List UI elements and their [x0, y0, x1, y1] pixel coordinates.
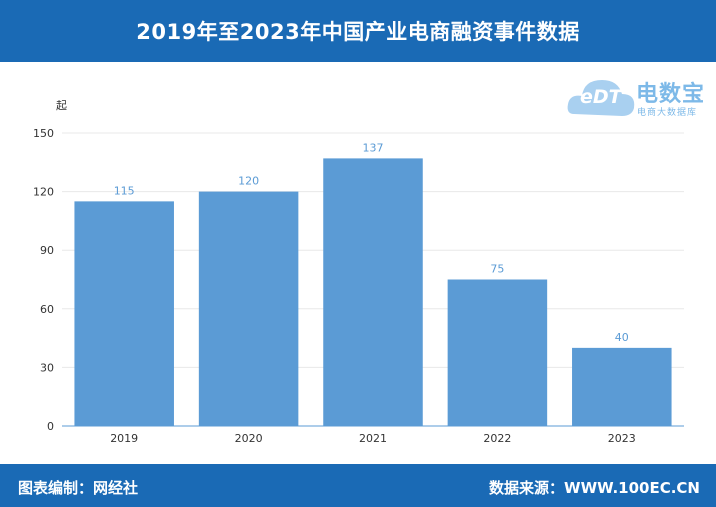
bar-2019 [74, 201, 174, 426]
footer-credit: 图表编制：网经社 [18, 479, 139, 497]
logo-mark: eDT [580, 86, 622, 108]
logo-brand: 电数宝 [636, 82, 706, 107]
x-tick-label: 2022 [483, 432, 511, 445]
bar-2021 [323, 158, 423, 426]
cloud-logo-icon [567, 80, 635, 116]
data-label-2020: 120 [238, 175, 259, 188]
chart-header: 2019年至2023年中国产业电商融资事件数据 [0, 0, 716, 62]
bar-2020 [198, 191, 299, 426]
data-label-2022: 75 [490, 263, 504, 276]
y-axis-label: 起 [56, 99, 67, 112]
x-tick-label: 2019 [110, 432, 138, 445]
edt-logo: eDT 电数宝 电商大数据库 [566, 66, 716, 124]
logo-subtitle: 电商大数据库 [637, 108, 698, 118]
page-title: 2019年至2023年中国产业电商融资事件数据 [136, 20, 580, 44]
x-tick-label: 2023 [608, 432, 636, 445]
footer-source: 数据来源：WWW.100EC.CN [489, 479, 700, 497]
data-label-2019: 115 [114, 184, 135, 197]
y-tick-label: 150 [33, 127, 54, 140]
bar-layer [74, 158, 672, 426]
y-tick-label: 0 [47, 420, 54, 433]
bar-2023 [572, 347, 672, 426]
data-label-2021: 137 [363, 141, 384, 154]
y-tick-label: 30 [40, 361, 54, 374]
x-tick-label: 2020 [235, 432, 263, 445]
y-tick-label: 120 [33, 186, 54, 199]
bar-2022 [447, 279, 548, 426]
bar-chart: 0 30 60 90 120 150 115 2019 120 2020 137 2021 75 2022… [33, 99, 684, 445]
x-tick-label: 2021 [359, 432, 387, 445]
data-label-2023: 40 [615, 331, 629, 344]
y-tick-label: 60 [40, 303, 54, 316]
chart-footer: 图表编制：网经社 数据来源：WWW.100EC.CN [0, 464, 716, 507]
y-tick-label: 90 [40, 244, 54, 257]
label-layer: 0 30 60 90 120 150 115 2019 120 2020 137 2021 75 2022… [33, 127, 636, 445]
